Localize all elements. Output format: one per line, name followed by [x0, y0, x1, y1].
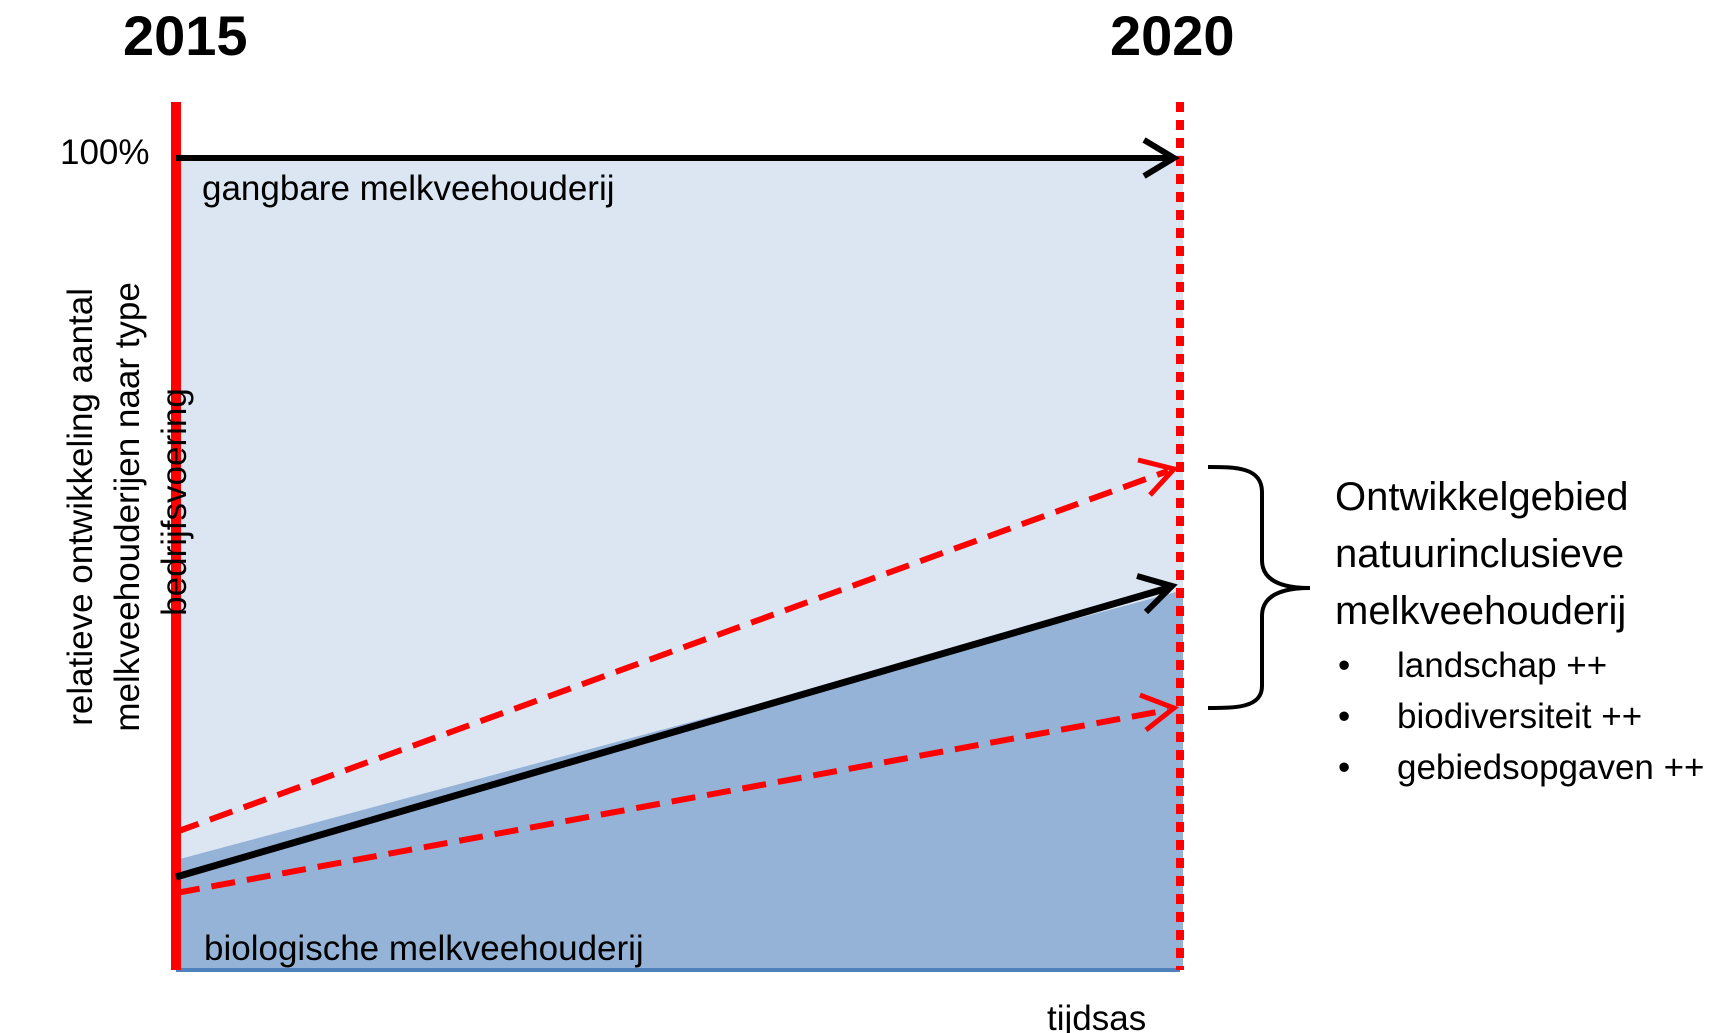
legend-title-line-1: Ontwikkelgebied	[1335, 475, 1629, 519]
organic-area	[176, 592, 1183, 970]
lower-bound-arrow	[175, 692, 1180, 896]
bullet-icon: •	[1338, 646, 1350, 685]
bullet-text-landschap: landschap ++	[1397, 646, 1607, 685]
upper-bound-arrow	[174, 457, 1179, 835]
organic-label: biologische melkveehouderij	[204, 929, 644, 968]
y-axis-label-line-2: melkveehouderijen naar type	[108, 282, 147, 731]
bullet-icon: •	[1338, 697, 1350, 736]
bullet-text-biodiversiteit: biodiversiteit ++	[1397, 697, 1642, 736]
legend-title: Ontwikkelgebied natuurinclusieve melkvee…	[1335, 475, 1640, 633]
legend-title-line-3: melkveehouderij	[1335, 589, 1626, 633]
bullet-text-gebiedsopgaven: gebiedsopgaven ++	[1397, 748, 1705, 787]
organic-trend-arrow	[175, 573, 1178, 881]
range-brace	[1207, 465, 1311, 710]
conventional-label: gangbare melkveehouderij	[202, 169, 615, 208]
y-axis-label: relatieve ontwikkeling aantal melkveehou…	[61, 272, 194, 731]
legend-title-line-2: natuurinclusieve	[1335, 532, 1624, 576]
tick-100-percent: 100%	[60, 133, 150, 172]
y-axis-label-line-3: bedrijfsvoering	[155, 388, 194, 616]
x-axis-label: tijdsas	[1047, 999, 1146, 1033]
conventional-arrow	[176, 137, 1180, 179]
legend-bullet-item: • gebiedsopgaven ++	[1338, 748, 1705, 787]
legend-bullet-item: • biodiversiteit ++	[1338, 697, 1642, 736]
year-end: 2020	[1110, 4, 1235, 67]
legend-bullet-item: • landschap ++	[1338, 646, 1607, 685]
bullet-icon: •	[1338, 748, 1350, 787]
y-axis-label-line-1: relatieve ontwikkeling aantal	[61, 288, 100, 726]
year-start: 2015	[123, 4, 248, 67]
